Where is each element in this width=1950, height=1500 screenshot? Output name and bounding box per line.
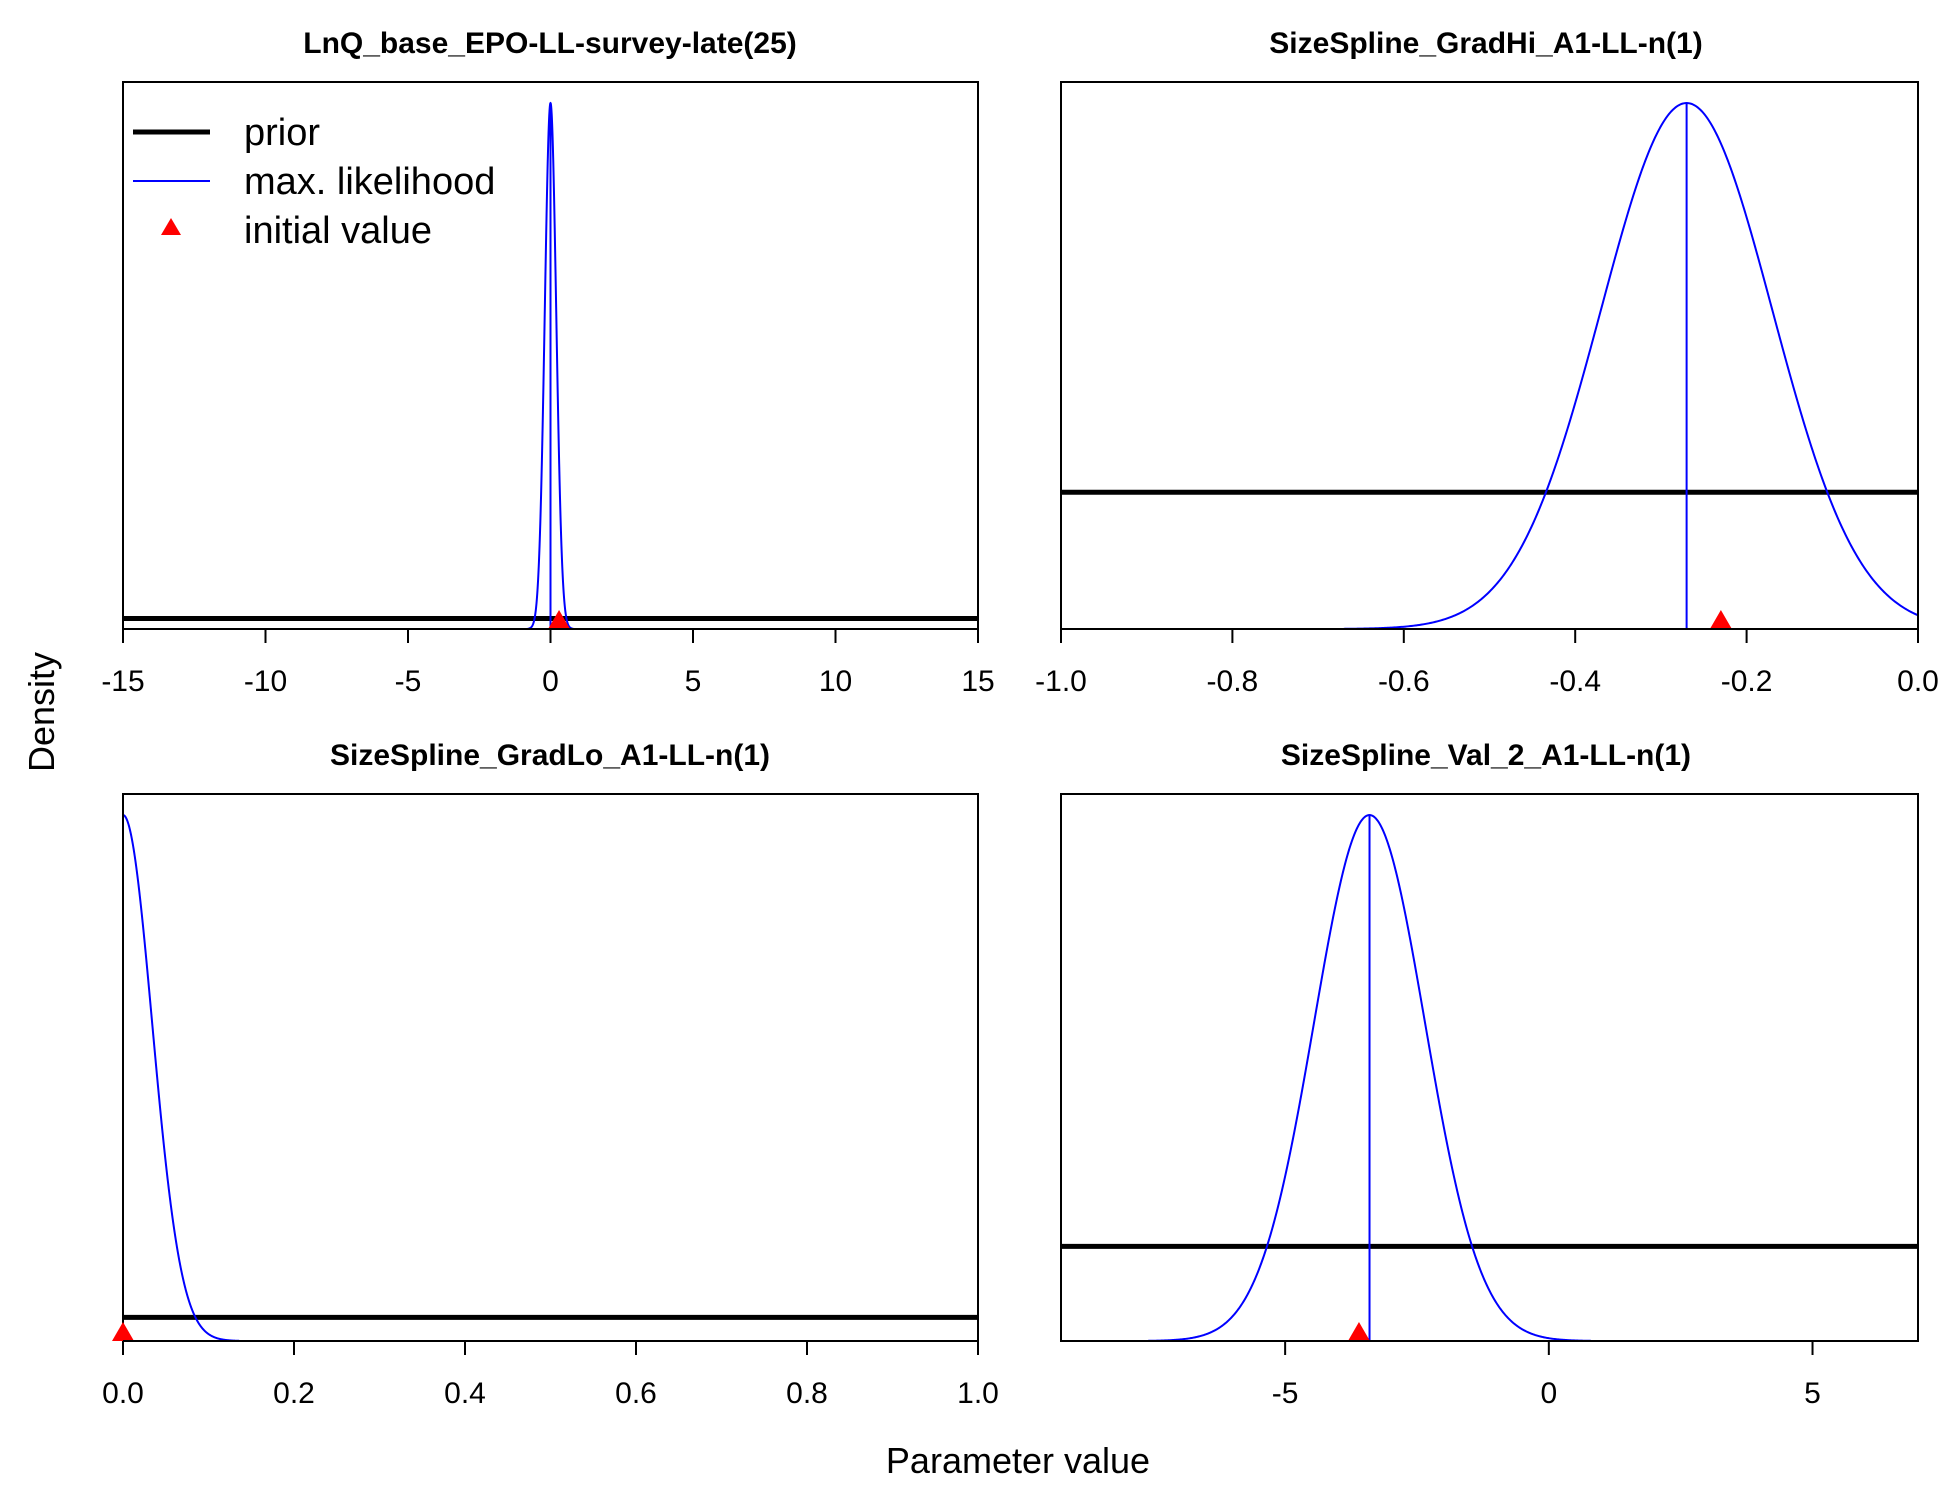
x-tick-label: -0.4 [1549,665,1601,698]
x-tick-label: -5 [1272,1377,1299,1410]
x-tick-label: 0.2 [273,1377,315,1410]
x-tick-label: 0 [542,665,559,698]
x-tick-label: 0.0 [1897,665,1939,698]
plot-frame [122,793,979,1342]
initial-value-marker [112,1322,134,1341]
plot-frame [1060,793,1919,1342]
x-tick-label: -0.2 [1721,665,1773,698]
x-tick-label: -0.8 [1207,665,1259,698]
x-tick-label: 1.0 [957,1377,999,1410]
x-axis-label: Parameter value [886,1440,1150,1481]
panel-gradhi: SizeSpline_GradHi_A1-LL-n(1) -1.0 -0.8 -0.… [1035,27,1939,698]
x-tick-label: 0.8 [786,1377,828,1410]
initial-value-marker [1347,1322,1370,1341]
x-tick-label: -1.0 [1035,665,1087,698]
panel-title: LnQ_base_EPO-LL-survey-late(25) [303,27,797,60]
x-tick-label: -10 [244,665,287,698]
panel-lnq-base: LnQ_base_EPO-LL-survey-late(25) -15 -10 -5… [101,27,994,698]
x-tick-label: 10 [819,665,852,698]
x-tick-label: 0.4 [444,1377,486,1410]
panel-val2: SizeSpline_Val_2_A1-LL-n(1) -5 0 5 [1060,739,1919,1410]
mle-curve [1343,102,1918,629]
plot-frame [1060,81,1919,630]
panel-title: SizeSpline_Val_2_A1-LL-n(1) [1281,739,1691,772]
legend-initial-swatch [161,218,181,235]
x-tick-label: 0.6 [615,1377,657,1410]
legend-prior-label: prior [244,112,320,154]
panel-gradlo: SizeSpline_GradLo_A1-LL-n(1) 0.0 0.2 0.4 0.… [102,739,999,1410]
x-tick-label: -0.6 [1378,665,1430,698]
x-tick-label: 0.0 [102,1377,144,1410]
panel-title: SizeSpline_GradLo_A1-LL-n(1) [330,739,770,772]
panel-title: SizeSpline_GradHi_A1-LL-n(1) [1269,27,1702,60]
x-tick-label: 0 [1540,1377,1557,1410]
mle-curve [123,814,240,1341]
legend-mle-label: max. likelihood [244,161,495,203]
x-tick-label: 5 [685,665,702,698]
legend: prior max. likelihood initial value [133,112,495,252]
y-axis-label: Density [21,652,62,772]
initial-value-marker [1709,610,1732,629]
x-tick-label: 15 [961,665,994,698]
x-tick-label: -15 [101,665,144,698]
legend-initial-label: initial value [244,210,432,252]
initial-value-marker [548,610,571,629]
x-tick-label: 5 [1804,1377,1821,1410]
x-tick-label: -5 [395,665,422,698]
